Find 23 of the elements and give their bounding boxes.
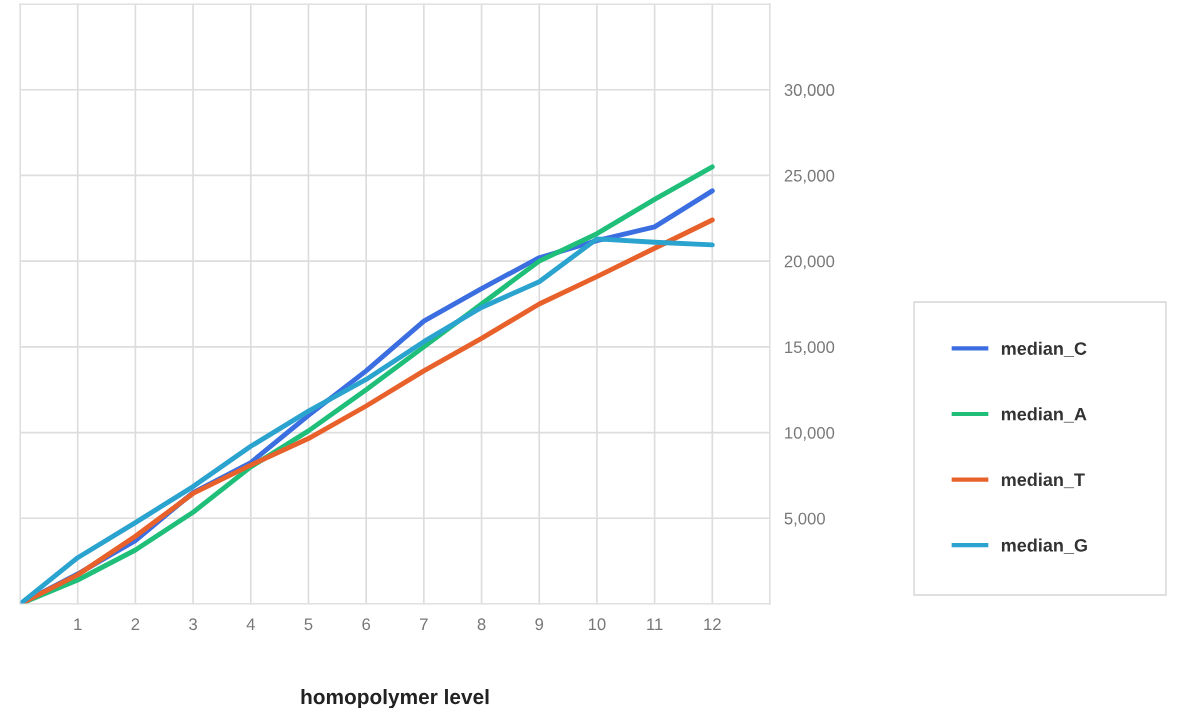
- x-tick-label: 6: [362, 618, 371, 631]
- x-tick-label: 9: [535, 618, 544, 631]
- x-tick-label: 4: [246, 618, 255, 630]
- y-tick-label: 5,000: [784, 512, 825, 527]
- legend-label: median_T: [1001, 472, 1085, 489]
- x-tick-label: 12: [704, 618, 721, 630]
- legend-label: median_G: [1001, 538, 1087, 554]
- y-tick-label: 10,000: [785, 426, 835, 441]
- y-tick-label: 20,000: [784, 255, 835, 270]
- x-tick-label: 10: [588, 618, 606, 631]
- x-axis-title: homopolymer level: [301, 688, 489, 708]
- y-tick-label: 25,000: [784, 169, 835, 184]
- x-tick-label: 8: [477, 618, 486, 631]
- legend-label: median_C: [1001, 341, 1087, 357]
- x-tick-label: 11: [647, 618, 663, 630]
- y-tick-label: 30,000: [784, 84, 835, 98]
- y-tick-label: 15,000: [785, 341, 835, 356]
- x-tick-label: 5: [304, 618, 313, 631]
- x-tick-label: 7: [420, 618, 428, 630]
- legend-label: median_A: [1001, 407, 1087, 423]
- x-tick-label: 1: [74, 618, 82, 630]
- x-tick-label: 3: [189, 618, 197, 631]
- x-tick-label: 2: [131, 618, 140, 630]
